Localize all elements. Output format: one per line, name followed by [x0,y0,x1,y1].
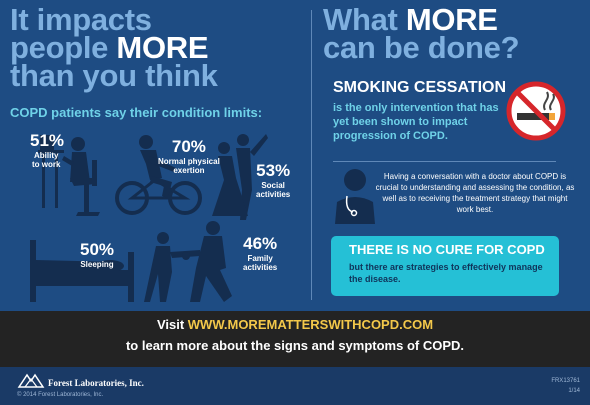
parent-child-icon [144,221,232,302]
right-headline-line-2: can be done? [323,30,520,65]
right-headline-more: MORE [405,2,498,37]
left-subtitle: COPD patients say their condition limits… [10,105,263,120]
left-headline-line-2: people MORE [10,32,300,63]
stat-social-label-2: activities [256,190,291,199]
stat-exertion-label-2: exertion [173,166,205,175]
column-divider [311,10,312,300]
smoking-cessation-body: is the only intervention that has yet be… [333,102,499,142]
doctor-conversation-text: Having a conversation with a doctor abou… [375,172,575,214]
stat-social-pct: 53% [256,161,291,180]
no-cure-body: but there are strategies to effectively … [349,262,543,284]
dancing-couple-icon [212,134,268,220]
cyclist-icon [115,135,202,215]
section-divider [333,161,556,162]
person-at-desk-icon [38,135,100,216]
left-headline-more: MORE [116,30,209,65]
stat-social-label-1: Social [261,181,285,190]
forest-logo-icon [17,373,45,388]
bed-icon [30,240,134,302]
stat-work-label-2: to work [32,160,61,169]
left-headline-people: people [10,30,117,65]
document-code: FRX13761 [551,378,580,384]
stat-social: 53% Social activities [256,161,290,199]
stat-family-label-2: activities [243,263,278,272]
visit-line-2: to learn more about the signs and sympto… [125,338,465,353]
stat-work: 51% Ability to work [30,131,64,169]
visit-word: Visit [156,317,188,332]
stat-family-label-1: Family [247,254,273,263]
stat-exertion: 70% Normal physical exertion [158,137,220,175]
right-headline: What MORE can be done? [323,4,583,65]
left-headline-line-1: It impacts [10,2,152,37]
stat-family: 46% Family activities [243,234,277,272]
copyright: © 2014 Forest Laboratories, Inc. [17,392,104,398]
left-headline: It impacts people MORE than you think [10,2,300,93]
stat-sleeping-pct: 50% [80,240,115,259]
website-link[interactable]: WWW.MOREMATTERSWITHCOPD.COM [187,317,434,332]
right-headline-line-1: What MORE [323,4,583,35]
no-smoking-icon [506,81,566,141]
document-date: 1/14 [568,388,580,394]
doctor-icon [335,169,375,224]
left-headline-line-3: than you think [10,58,218,93]
visit-line-1: Visit WWW.MOREMATTERSWITHCOPD.COM [0,317,590,332]
stat-sleeping: 50% Sleeping [80,240,114,269]
stat-family-pct: 46% [243,234,278,253]
stat-exertion-pct: 70% [171,137,206,156]
no-cure-title: THERE IS NO CURE FOR COPD [349,242,545,257]
silhouettes [30,134,268,302]
smoking-cessation-title: SMOKING CESSATION [333,79,507,96]
footer [0,367,590,405]
stat-work-label-1: Ability [34,151,59,160]
no-cure-box [331,236,559,296]
company-name: Forest Laboratories, Inc. [48,378,144,388]
visit-banner [0,311,590,367]
stat-exertion-label-1: Normal physical [158,157,220,166]
stat-work-pct: 51% [30,131,65,150]
right-headline-what: What [323,2,406,37]
stat-sleeping-label-1: Sleeping [80,260,114,269]
